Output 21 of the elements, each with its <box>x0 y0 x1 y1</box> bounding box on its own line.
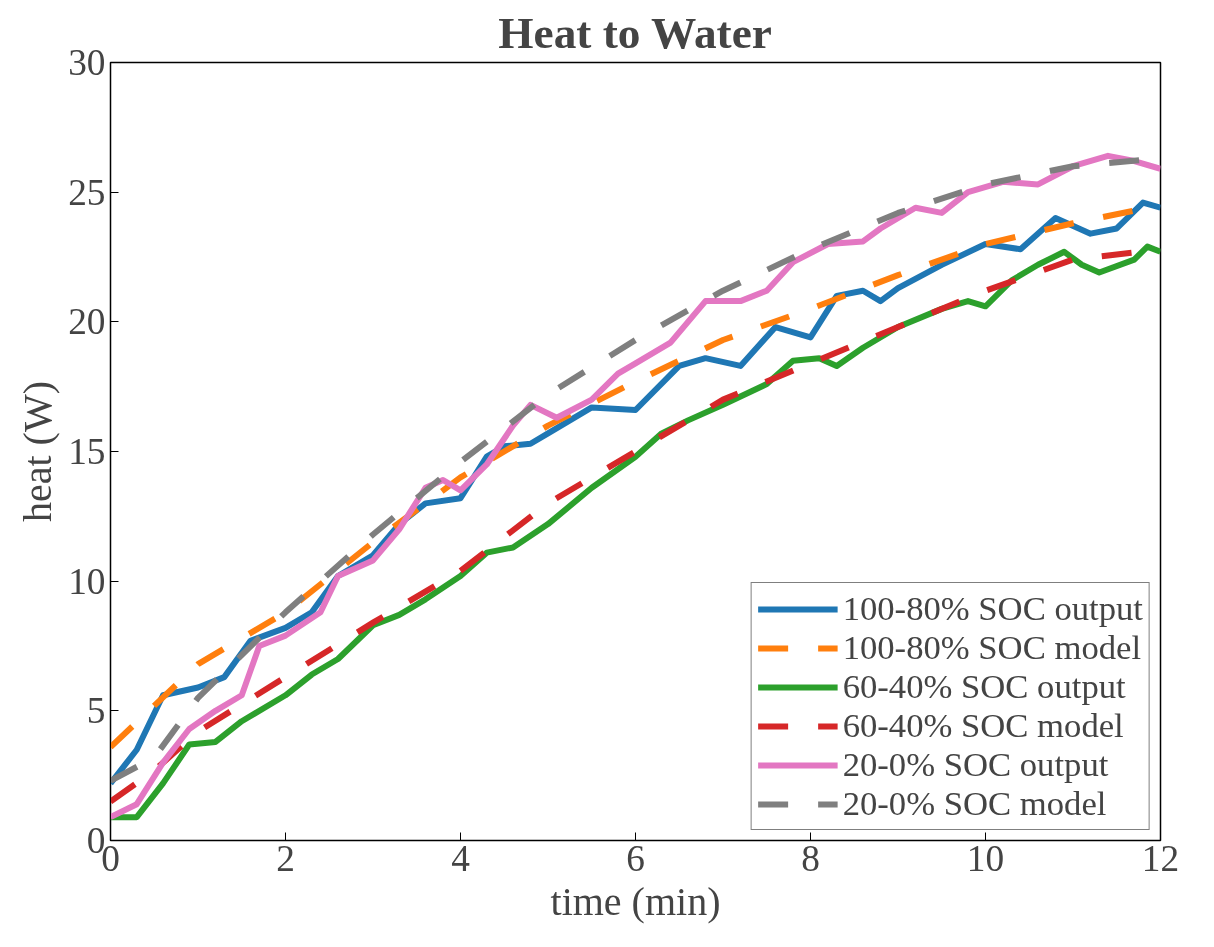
legend-label: 100-80% SOC model <box>842 628 1142 667</box>
x-tick-label: 12 <box>1141 837 1180 879</box>
legend-label: 60-40% SOC output <box>842 667 1126 706</box>
y-tick-label: 20 <box>68 301 106 343</box>
legend-label: 20-0% SOC model <box>842 784 1107 823</box>
x-tick-label: 6 <box>626 837 645 879</box>
y-tick-label: 10 <box>68 560 106 602</box>
x-axis-title: time (min) <box>550 878 721 924</box>
y-tick-label: 5 <box>86 690 106 732</box>
legend-label: 100-80% SOC output <box>842 589 1143 628</box>
y-tick-label: 30 <box>68 42 106 83</box>
y-tick-label: 25 <box>68 171 106 213</box>
legend-label: 60-40% SOC model <box>842 706 1124 745</box>
x-tick-label: 8 <box>801 837 820 879</box>
x-tick-label: 4 <box>451 837 471 879</box>
x-tick-label: 2 <box>276 837 295 879</box>
legend-label: 20-0% SOC output <box>842 745 1109 784</box>
chart-title: Heat to Water <box>498 7 772 58</box>
x-tick-label: 10 <box>966 837 1005 879</box>
y-axis-title: heat (W) <box>15 380 61 523</box>
y-tick-label: 15 <box>68 431 106 472</box>
